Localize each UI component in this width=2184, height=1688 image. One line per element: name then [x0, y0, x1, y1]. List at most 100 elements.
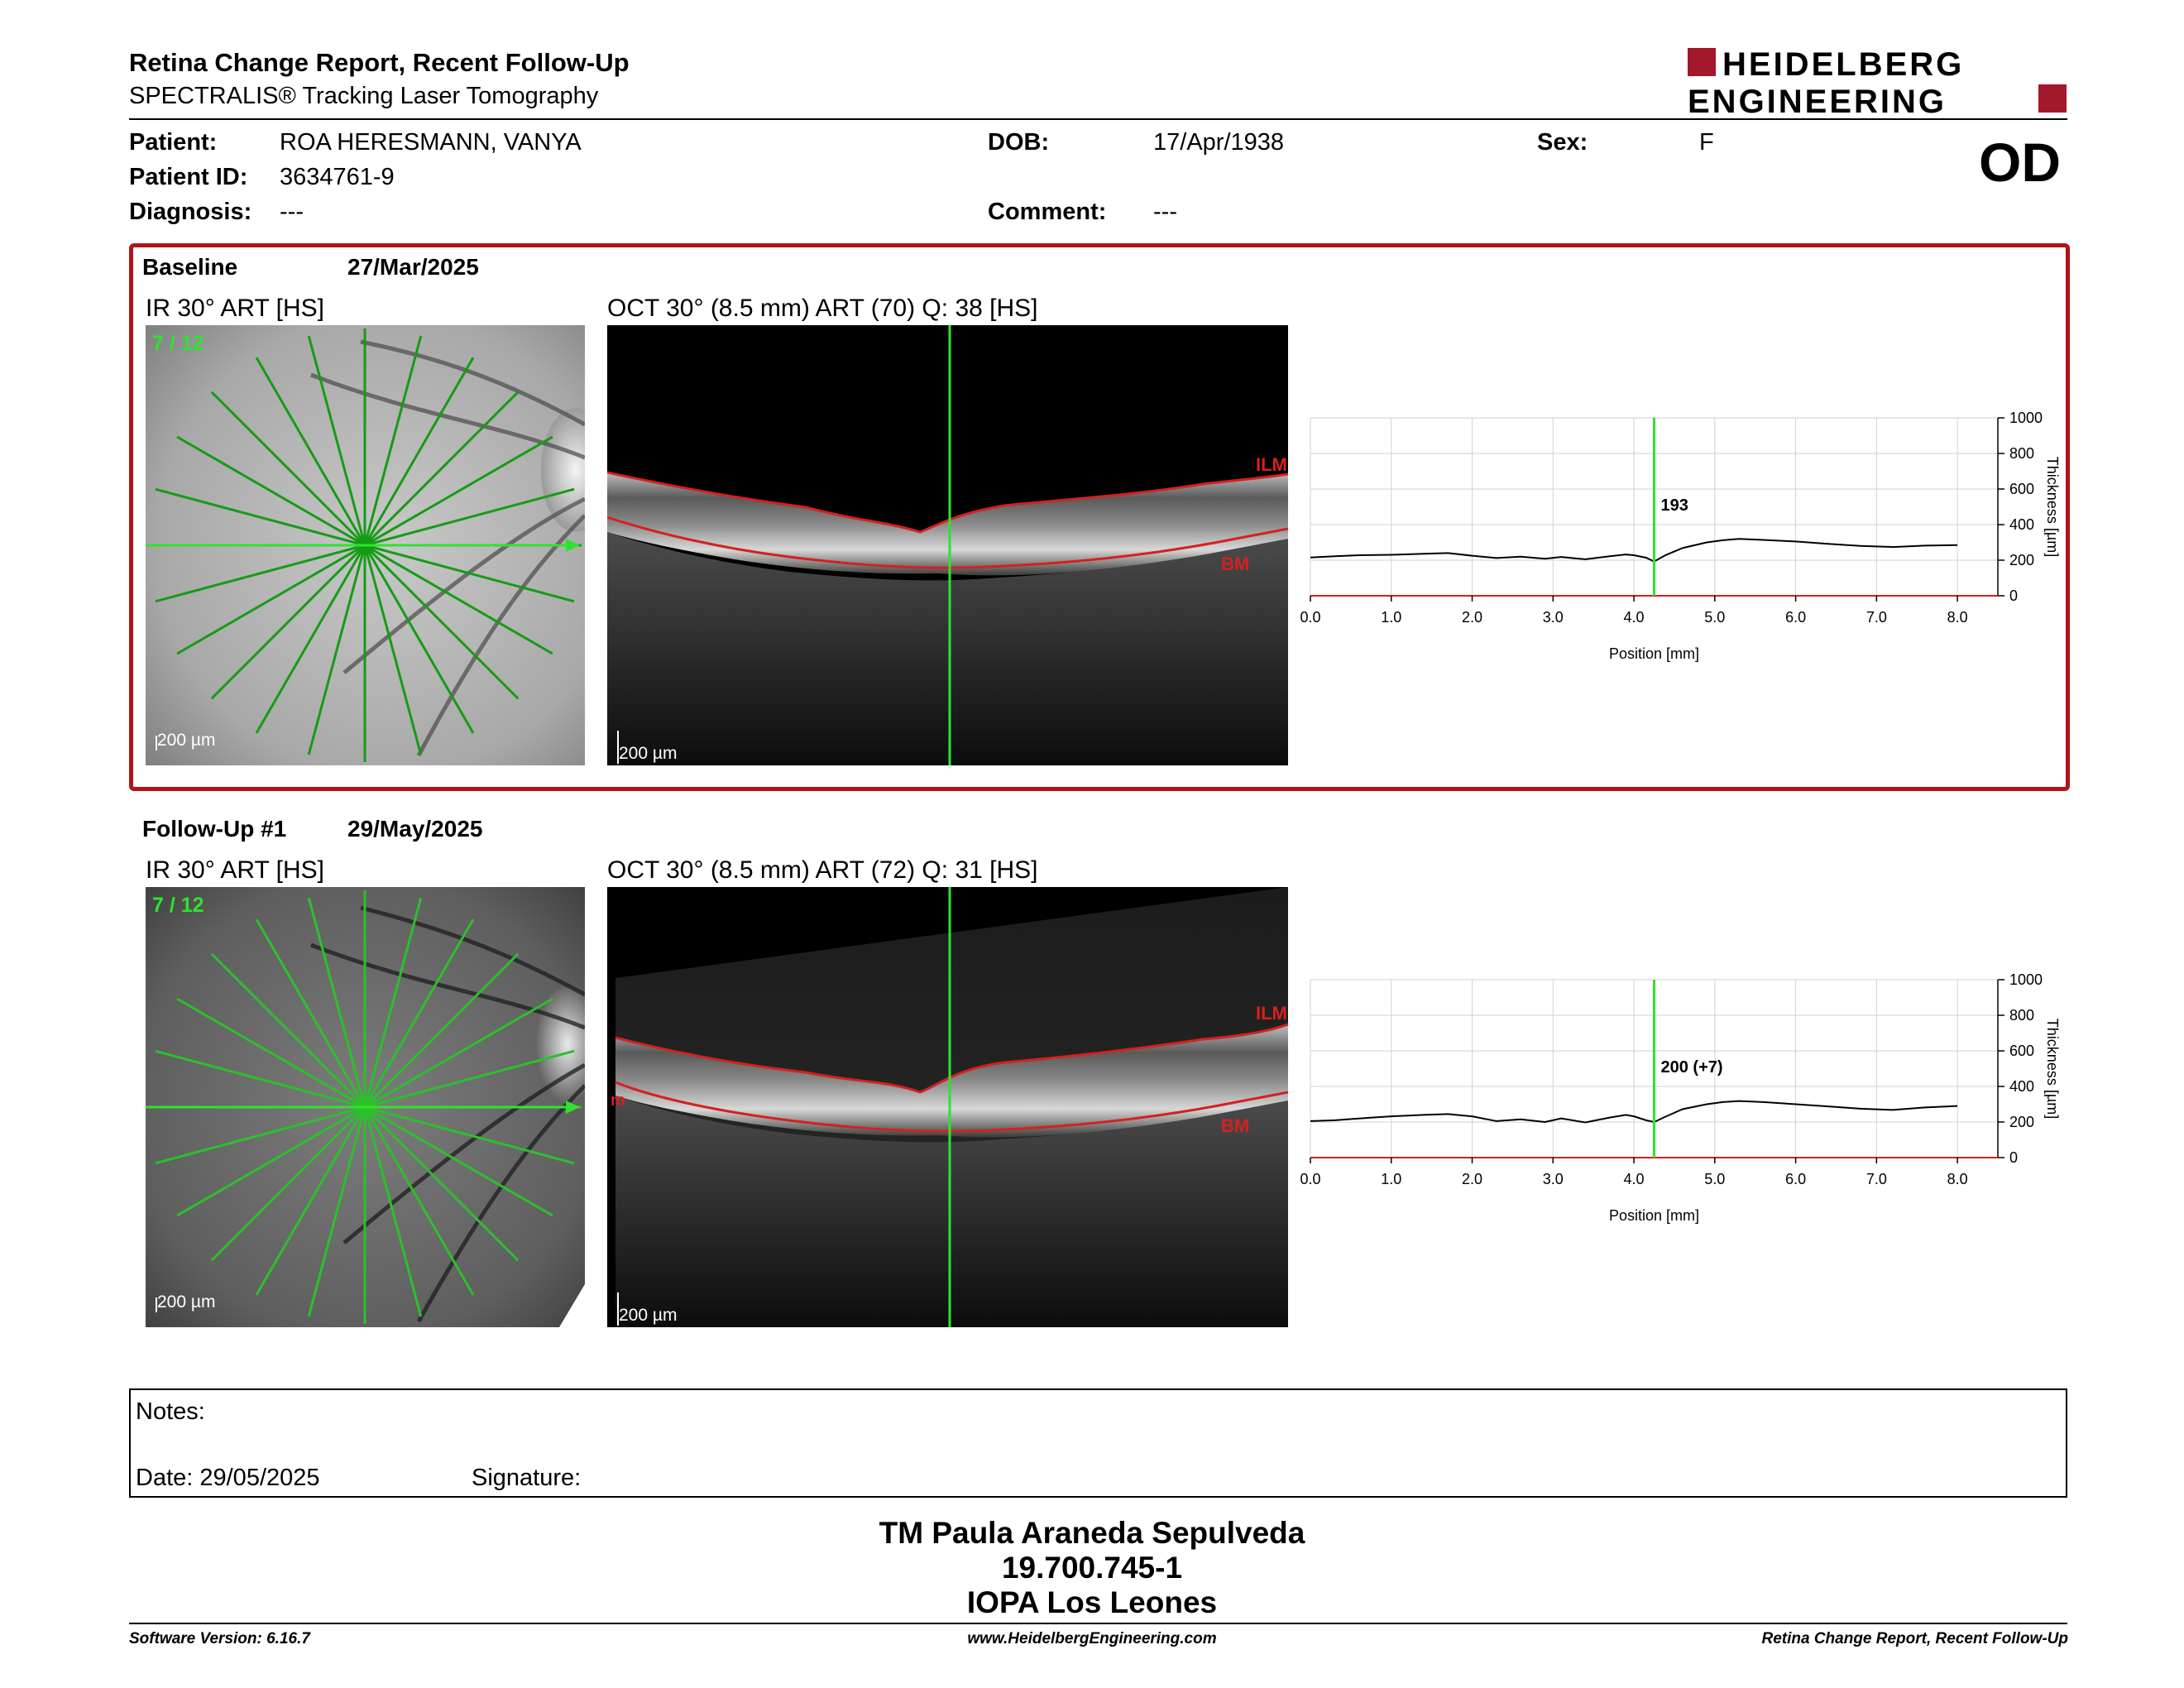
patient-name: ROA HERESMANN, VANYA: [280, 129, 582, 156]
baseline-y-axis-label: Thickness [µm]: [2044, 457, 2061, 557]
signature-label: Signature:: [472, 1465, 582, 1491]
heidelberg-logo: HEIDELBERG ENGINEERING: [1688, 46, 2067, 116]
optic-disc: [541, 408, 585, 532]
baseline-frame: [129, 243, 2070, 791]
notes-box[interactable]: [129, 1388, 2067, 1498]
followup-fundus-svg: [146, 887, 585, 1327]
scale-bar-icon: [156, 736, 157, 750]
baseline-oct-image[interactable]: ILM BM 200 µm: [607, 325, 1288, 765]
logo-line2: ENGINEERING: [1688, 84, 1947, 116]
eye-indicator: OD: [1979, 132, 2061, 193]
baseline-ir-scale-text: 200 µm: [157, 731, 216, 750]
followup-corner-mask: [559, 1284, 585, 1327]
report-title: Retina Change Report, Recent Follow-Up: [129, 48, 630, 77]
followup-ir-scale: 200 µm: [156, 1292, 215, 1312]
scale-bar-icon: [156, 1297, 157, 1312]
followup-ir-title: IR 30° ART [HS]: [146, 856, 324, 884]
followup-x-tick-label: 1.0: [1381, 1171, 1401, 1187]
logo-square-bottom: [2038, 84, 2067, 113]
baseline-thickness-chart: 0 200 400 600 800 1000 0.0 1.0 2.0 3.0 4.0 5.0 6.0 7.…: [1300, 410, 2061, 662]
baseline-x-tick-label: 1.0: [1381, 609, 1401, 626]
baseline-label: Baseline: [142, 254, 238, 280]
followup-bm-label: BM: [1221, 1115, 1249, 1136]
baseline-y-tick-label: 200: [2009, 552, 2034, 568]
followup-ir-scale-text: 200 µm: [157, 1292, 216, 1312]
followup-ir-counter: 7 / 12: [152, 894, 204, 917]
baseline-fundus-svg: [146, 325, 585, 765]
baseline-y-tick-label: 400: [2009, 516, 2034, 533]
baseline-ilm-line: [607, 471, 1288, 534]
retinal-vessels: [310, 339, 585, 757]
baseline-date: 27/Mar/2025: [347, 254, 479, 280]
baseline-oct-scale: 200 µm: [617, 731, 677, 764]
followup-y-axis-label: Thickness [µm]: [2044, 1019, 2061, 1119]
followup-oct-image[interactable]: ILM BM m 200 µm: [607, 887, 1288, 1327]
baseline-x-tick-label: 0.0: [1300, 609, 1320, 626]
logo-square-top: [1688, 48, 1716, 76]
followup-ilm-line: [615, 1023, 1288, 1094]
logo-line1: HEIDELBERG: [1722, 46, 1964, 83]
patient-id-label: Patient ID:: [129, 164, 248, 190]
followup-x-tick-label: 5.0: [1704, 1171, 1725, 1187]
baseline-x-tick-label: 5.0: [1704, 609, 1725, 626]
followup-y-tick-label: 800: [2009, 1007, 2034, 1024]
baseline-ir-scale: 200 µm: [156, 731, 215, 750]
baseline-x-tick-label: 2.0: [1462, 609, 1482, 626]
followup-x-tick-label: 6.0: [1785, 1171, 1806, 1187]
baseline-y-tick-label: 1000: [2009, 410, 2043, 426]
baseline-oct-scale-text: 200 µm: [619, 744, 678, 763]
baseline-x-tick-label: 8.0: [1947, 609, 1968, 626]
followup-cursor-value: 200 (+7): [1661, 1058, 1723, 1077]
operator-institution: IOPA Los Leones: [966, 1585, 1218, 1619]
baseline-scan-arrow: [566, 539, 580, 552]
baseline-bm-label: BM: [1221, 554, 1249, 574]
footer-report-name: Retina Change Report, Recent Follow-Up: [1761, 1630, 2068, 1647]
followup-oct-title: OCT 30° (8.5 mm) ART (72) Q: 31 [HS]: [607, 856, 1038, 884]
baseline-x-tick-label: 7.0: [1866, 609, 1887, 626]
diagnosis-label: Diagnosis:: [129, 199, 252, 225]
followup-x-tick-label: 8.0: [1947, 1171, 1968, 1187]
software-version: Software Version: 6.16.7: [129, 1630, 310, 1647]
followup-x-tick-label: 7.0: [1866, 1171, 1887, 1187]
baseline-oct-svg: ILM BM: [607, 325, 1288, 765]
patient-label: Patient:: [129, 129, 218, 156]
baseline-x-tick-label: 6.0: [1785, 609, 1806, 626]
baseline-y-tick-label: 800: [2009, 445, 2034, 462]
scale-bar-icon: [617, 731, 619, 764]
diagnosis-value: ---: [280, 199, 304, 225]
followup-x-tick-label: 0.0: [1300, 1171, 1320, 1187]
followup-date: 29/May/2025: [347, 816, 483, 842]
dob-label: DOB:: [988, 129, 1050, 156]
notes-label: Notes:: [136, 1398, 205, 1425]
followup-oct-scale-text: 200 µm: [619, 1306, 678, 1325]
followup-ir-image[interactable]: 7 / 12 200 µm: [146, 887, 585, 1327]
followup-y-tick-label: 0: [2009, 1149, 2018, 1166]
followup-scan-arrow: [566, 1101, 580, 1114]
header-divider: [129, 118, 2067, 120]
followup-y-tick-label: 1000: [2009, 971, 2043, 988]
baseline-x-tick-label: 4.0: [1624, 609, 1645, 626]
baseline-oct-title: OCT 30° (8.5 mm) ART (70) Q: 38 [HS]: [607, 295, 1038, 322]
baseline-y-tick-label: 600: [2009, 481, 2034, 497]
baseline-y-tick-label: 0: [2009, 587, 2018, 604]
followup-thickness-line: [1310, 1100, 1958, 1124]
followup-oct-svg: ILM BM m: [607, 887, 1288, 1327]
operator-name: TM Paula Araneda Sepulveda: [879, 1516, 1305, 1550]
followup-y-tick-label: 200: [2009, 1114, 2034, 1130]
baseline-x-axis-label: Position [mm]: [1609, 645, 1699, 662]
followup-label: Follow-Up #1: [142, 816, 287, 842]
sex-value: F: [1699, 129, 1714, 156]
notes-date: Date: 29/05/2025: [136, 1465, 320, 1491]
followup-x-tick-label: 4.0: [1624, 1171, 1645, 1187]
followup-y-tick-label: 400: [2009, 1078, 2034, 1095]
baseline-x-tick-label: 3.0: [1543, 609, 1564, 626]
comment-label: Comment:: [988, 199, 1107, 225]
baseline-ir-image[interactable]: 7 / 12 200 µm: [146, 325, 585, 765]
footer-url[interactable]: www.HeidelbergEngineering.com: [967, 1630, 1217, 1647]
followup-bm-line: [615, 1081, 1288, 1133]
followup-x-tick-label: 2.0: [1462, 1171, 1482, 1187]
baseline-ir-title: IR 30° ART [HS]: [146, 295, 324, 322]
baseline-thickness-line: [1310, 538, 1958, 563]
baseline-ir-counter: 7 / 12: [152, 332, 204, 355]
baseline-cursor-value: 193: [1661, 496, 1688, 515]
